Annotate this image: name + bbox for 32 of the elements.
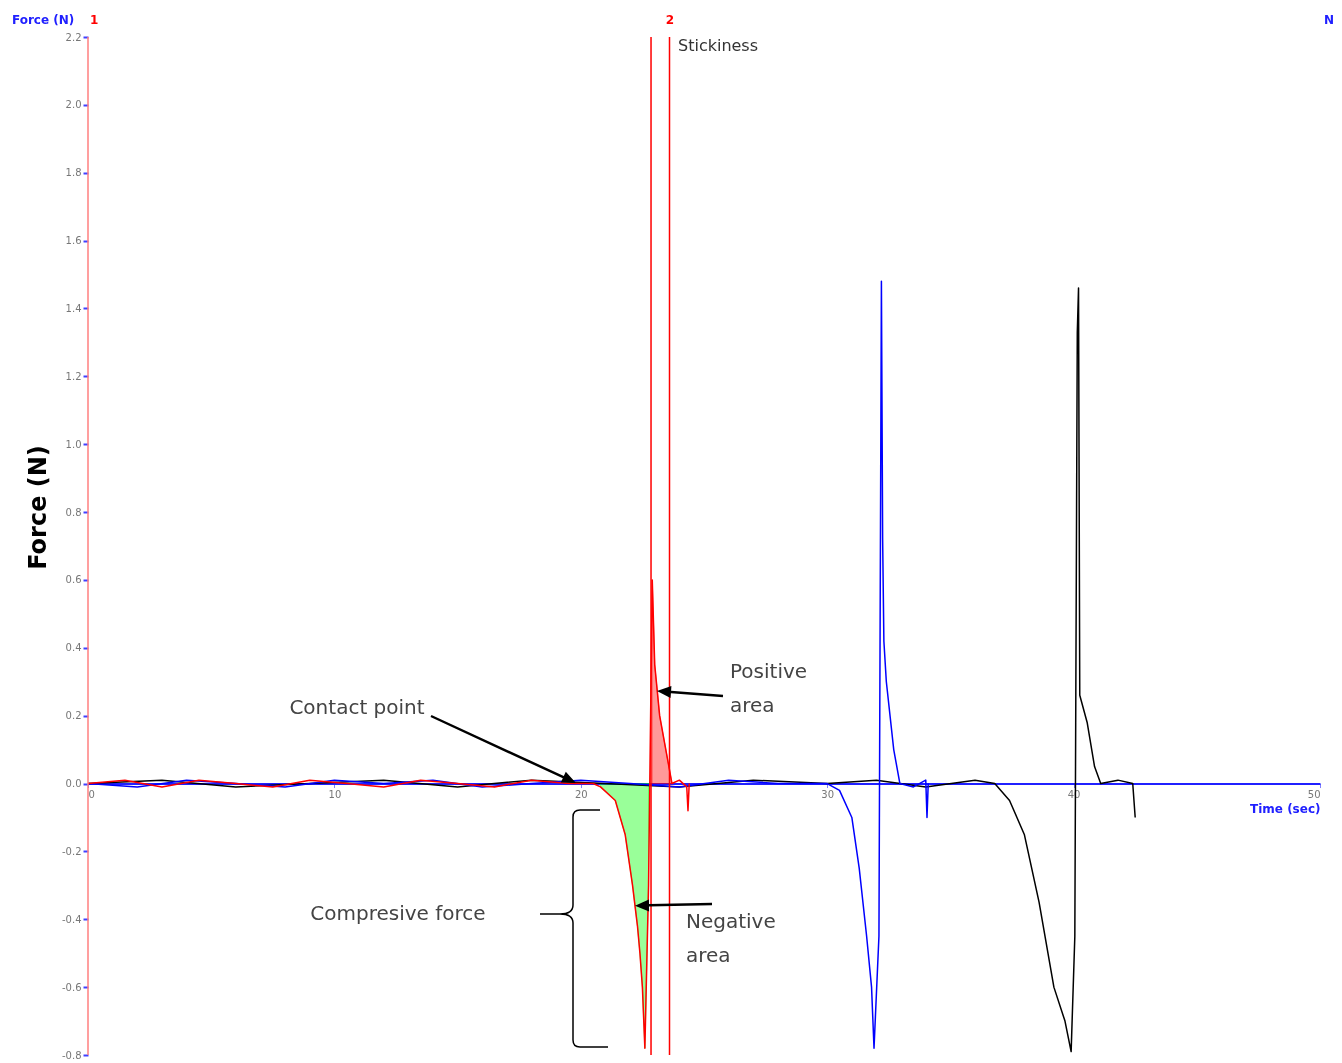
y-tick-label: 0.2	[65, 710, 82, 722]
y-axis-title: Force (N)	[23, 445, 52, 570]
y-tick-label: 0.4	[65, 642, 82, 654]
y-tick-label: -0.6	[61, 981, 82, 993]
x-tick-label: 50	[1307, 789, 1321, 801]
y-tick-label: 0.0	[65, 778, 82, 790]
text: Force (N)	[12, 13, 75, 27]
y-tick-label: 0.6	[65, 574, 82, 586]
x-tick-label: 10	[328, 789, 342, 801]
y-tick-label: 1.6	[65, 235, 82, 247]
annotation: Compresive force	[310, 901, 486, 925]
y-tick-label: -0.2	[61, 845, 82, 857]
y-tick-label: 0.8	[65, 506, 82, 518]
annotation: Contact point	[289, 695, 425, 719]
annotation: Positive area	[730, 659, 808, 717]
x-tick-label: 0	[88, 789, 95, 801]
y-tick-label: -0.4	[61, 913, 82, 925]
text: 2	[665, 13, 675, 27]
y-tick-label: 1.8	[65, 167, 82, 179]
annotation: Negative area	[686, 909, 776, 967]
y-tick-label: 2.0	[65, 99, 82, 111]
x-tick-label: 20	[574, 789, 588, 801]
x-tick-label: 30	[821, 789, 835, 801]
text: N	[1323, 13, 1334, 27]
y-tick-label: 1.0	[65, 438, 82, 450]
y-tick-label: 1.4	[65, 302, 82, 314]
y-tick-label: 1.2	[65, 370, 82, 382]
y-tick-label: 2.2	[65, 31, 82, 43]
text: 1	[90, 13, 99, 27]
x-axis-title: Time (sec)	[1250, 802, 1321, 817]
y-tick-label: -0.8	[61, 1049, 82, 1061]
annotation: Stickiness	[678, 36, 759, 55]
